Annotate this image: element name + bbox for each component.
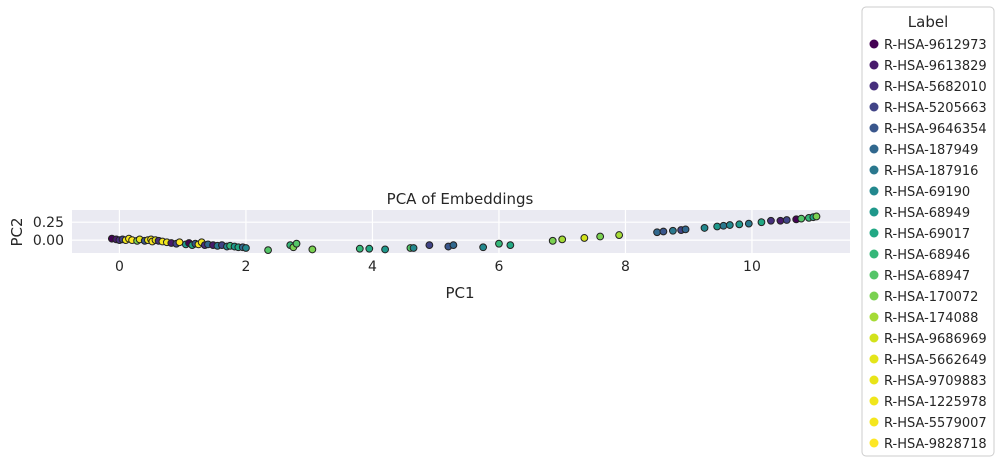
legend-label: R-HSA-170072 bbox=[884, 290, 978, 305]
legend-label: R-HSA-174088 bbox=[884, 311, 978, 326]
scatter-point bbox=[425, 241, 434, 250]
scatter-point bbox=[548, 236, 557, 245]
legend-marker bbox=[869, 144, 879, 154]
scatter-point bbox=[242, 244, 250, 252]
legend-items: R-HSA-9612973 R-HSA-9613829 R-HSA-5682010 R… bbox=[869, 38, 987, 452]
legend-label: R-HSA-9709883 bbox=[884, 374, 987, 389]
legend-marker bbox=[869, 186, 879, 196]
legend-marker bbox=[869, 312, 879, 322]
scatter-point bbox=[776, 216, 785, 225]
legend-marker bbox=[869, 354, 879, 364]
scatter-point bbox=[668, 226, 677, 235]
scatter-point bbox=[767, 216, 775, 225]
scatter-point bbox=[264, 246, 272, 255]
legend-marker bbox=[869, 123, 879, 133]
legend-label: R-HSA-69017 bbox=[884, 227, 970, 242]
scatter-point bbox=[615, 231, 624, 239]
legend-marker bbox=[869, 39, 879, 49]
legend: Label R-HSA-9612973 R-HSA-9613829 R-HSA-56… bbox=[861, 6, 995, 457]
legend-label: R-HSA-5579007 bbox=[884, 416, 987, 431]
y-tick-labels: 0.00 0.25 bbox=[33, 215, 64, 249]
scatter-point bbox=[409, 244, 418, 252]
x-tick-label: 6 bbox=[494, 259, 503, 275]
legend-label: R-HSA-5662649 bbox=[884, 353, 987, 368]
scatter-point bbox=[757, 218, 766, 227]
scatter-point bbox=[381, 245, 389, 254]
legend-label: R-HSA-9646354 bbox=[884, 122, 987, 137]
x-axis-title: PC1 bbox=[445, 284, 474, 302]
x-tick-label: 0 bbox=[115, 259, 124, 275]
legend-label: R-HSA-68946 bbox=[884, 248, 970, 263]
legend-label: R-HSA-5205663 bbox=[884, 101, 987, 116]
scatter-points bbox=[107, 212, 821, 255]
scatter-point bbox=[735, 220, 744, 229]
scatter-point bbox=[596, 232, 605, 241]
scatter-point bbox=[653, 228, 661, 237]
legend-label: R-HSA-68949 bbox=[884, 206, 970, 221]
legend-label: R-HSA-187949 bbox=[884, 143, 978, 158]
legend-marker bbox=[869, 81, 879, 91]
legend-label: R-HSA-9612973 bbox=[884, 38, 987, 53]
legend-marker bbox=[869, 270, 879, 280]
scatter-point bbox=[308, 245, 317, 254]
scatter-point bbox=[782, 216, 791, 224]
legend-label: R-HSA-9613829 bbox=[884, 59, 987, 74]
x-tick-label: 8 bbox=[621, 259, 630, 275]
x-tick-label: 10 bbox=[743, 259, 761, 275]
chart-title: PCA of Embeddings bbox=[387, 190, 534, 208]
scatter-point bbox=[797, 214, 806, 223]
legend-marker bbox=[869, 396, 879, 406]
x-tick-label: 4 bbox=[368, 259, 377, 275]
y-axis-title: PC2 bbox=[8, 217, 26, 246]
scatter-point bbox=[744, 219, 753, 228]
legend-label: R-HSA-9828718 bbox=[884, 437, 987, 452]
x-tick-labels: 0 2 4 6 8 10 bbox=[115, 259, 761, 275]
scatter-point bbox=[449, 241, 458, 250]
scatter-point bbox=[495, 239, 503, 248]
scatter-point bbox=[175, 238, 184, 247]
scatter-point bbox=[659, 227, 668, 236]
legend-marker bbox=[869, 207, 879, 217]
scatter-point bbox=[719, 221, 728, 230]
legend-marker bbox=[869, 165, 879, 175]
legend-marker bbox=[869, 60, 879, 70]
legend-label: R-HSA-187916 bbox=[884, 164, 978, 179]
legend-label: R-HSA-68947 bbox=[884, 269, 970, 284]
scatter-point bbox=[700, 224, 709, 232]
legend-label: R-HSA-9686969 bbox=[884, 332, 987, 347]
scatter-point bbox=[725, 221, 734, 229]
scatter-point bbox=[580, 234, 589, 242]
legend-marker bbox=[869, 249, 879, 259]
legend-marker bbox=[869, 102, 879, 112]
legend-frame bbox=[861, 6, 995, 457]
legend-marker bbox=[869, 228, 879, 238]
y-tick-label: 0.25 bbox=[33, 215, 64, 231]
legend-marker bbox=[869, 438, 879, 448]
legend-title: Label bbox=[908, 13, 948, 31]
legend-marker bbox=[869, 333, 879, 343]
scatter-point bbox=[355, 244, 364, 253]
scatter-point bbox=[681, 225, 690, 234]
scatter-point bbox=[506, 241, 515, 250]
legend-label: R-HSA-1225978 bbox=[884, 395, 987, 410]
scatter-point bbox=[713, 222, 722, 231]
scatter-point bbox=[812, 212, 821, 221]
legend-marker bbox=[869, 375, 879, 385]
scatter-point bbox=[365, 244, 374, 253]
scatter-point bbox=[558, 235, 567, 244]
x-tick-label: 2 bbox=[241, 259, 250, 275]
scatter-point bbox=[292, 239, 301, 248]
y-tick-label: 0.00 bbox=[33, 233, 64, 249]
legend-label: R-HSA-5682010 bbox=[884, 80, 987, 95]
legend-label: R-HSA-69190 bbox=[884, 185, 970, 200]
scatter-point bbox=[479, 243, 488, 252]
legend-marker bbox=[869, 291, 879, 301]
legend-marker bbox=[869, 417, 879, 427]
